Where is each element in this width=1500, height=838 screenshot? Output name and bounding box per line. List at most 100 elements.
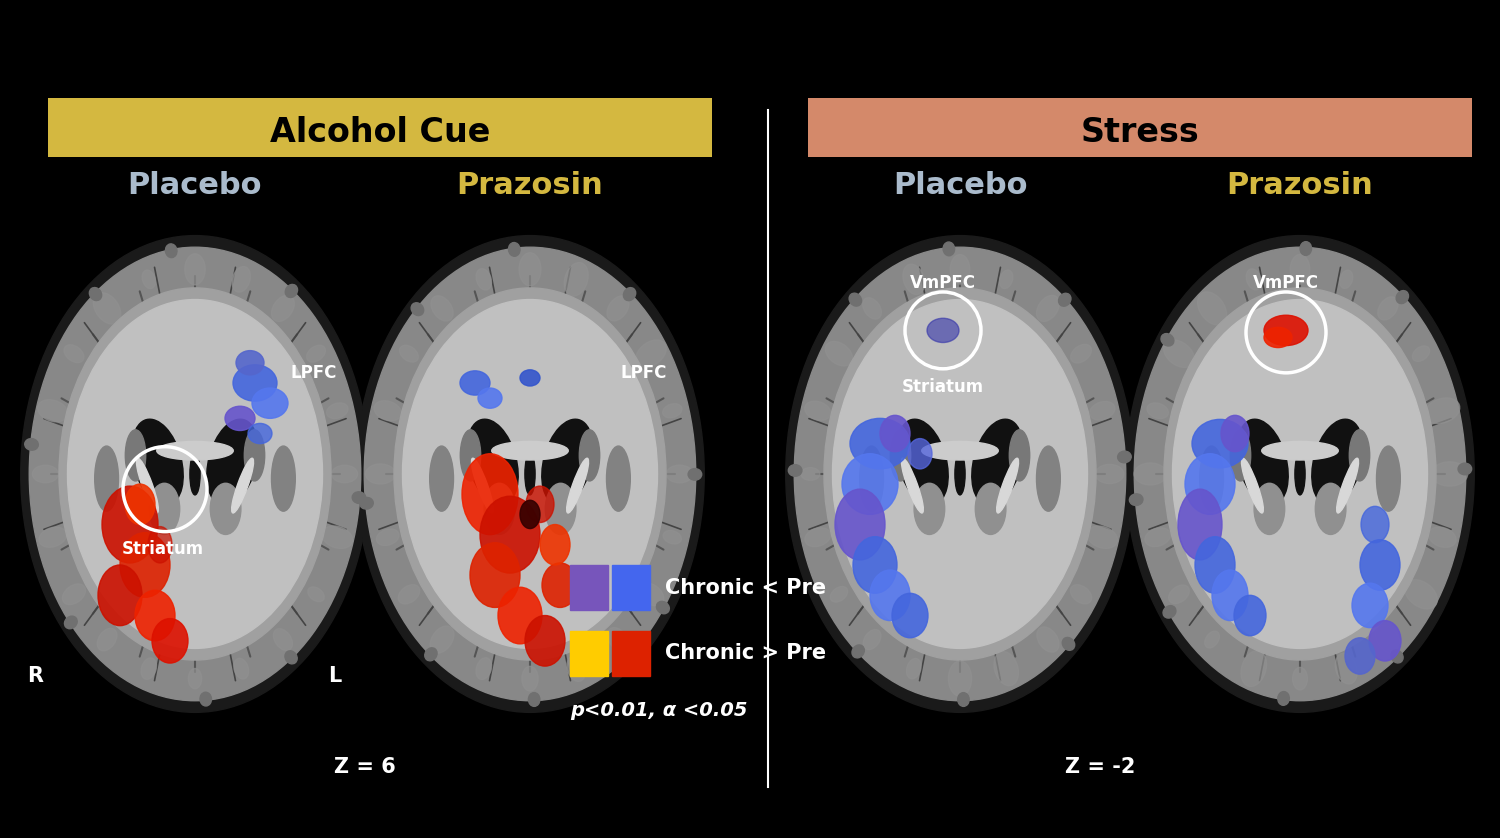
Ellipse shape xyxy=(63,294,327,654)
Ellipse shape xyxy=(1336,458,1359,513)
Ellipse shape xyxy=(30,247,360,701)
Ellipse shape xyxy=(1294,453,1305,495)
Ellipse shape xyxy=(1204,631,1219,648)
Ellipse shape xyxy=(951,255,969,284)
Ellipse shape xyxy=(1161,334,1174,346)
Ellipse shape xyxy=(460,371,490,395)
Ellipse shape xyxy=(801,468,820,480)
Ellipse shape xyxy=(1242,458,1263,513)
Ellipse shape xyxy=(1360,506,1389,543)
Ellipse shape xyxy=(184,254,206,285)
Ellipse shape xyxy=(608,296,628,321)
Ellipse shape xyxy=(880,416,910,452)
Ellipse shape xyxy=(1197,292,1227,325)
Ellipse shape xyxy=(688,468,702,480)
Ellipse shape xyxy=(1238,419,1288,505)
Ellipse shape xyxy=(1173,299,1428,649)
Ellipse shape xyxy=(1278,691,1290,706)
Ellipse shape xyxy=(859,446,883,511)
Ellipse shape xyxy=(972,419,1023,505)
Ellipse shape xyxy=(124,484,154,525)
Ellipse shape xyxy=(285,284,297,297)
Ellipse shape xyxy=(852,645,864,658)
Ellipse shape xyxy=(999,270,1012,288)
Ellipse shape xyxy=(804,401,831,421)
Text: Placebo: Placebo xyxy=(892,171,1028,200)
Ellipse shape xyxy=(38,400,68,422)
Ellipse shape xyxy=(200,692,211,706)
Ellipse shape xyxy=(1164,288,1436,660)
Ellipse shape xyxy=(526,486,554,523)
Ellipse shape xyxy=(272,446,296,511)
Ellipse shape xyxy=(1148,403,1168,418)
Ellipse shape xyxy=(567,656,585,681)
Ellipse shape xyxy=(1340,270,1353,288)
Ellipse shape xyxy=(1300,241,1311,256)
Ellipse shape xyxy=(460,430,480,481)
Ellipse shape xyxy=(398,585,420,604)
Ellipse shape xyxy=(1059,293,1071,306)
Ellipse shape xyxy=(1360,540,1400,590)
Text: Prazosin: Prazosin xyxy=(456,171,603,200)
Ellipse shape xyxy=(927,318,958,343)
Ellipse shape xyxy=(1164,340,1194,368)
Ellipse shape xyxy=(1185,453,1234,515)
Ellipse shape xyxy=(1312,419,1364,505)
Ellipse shape xyxy=(824,288,1096,660)
Ellipse shape xyxy=(870,570,910,621)
Ellipse shape xyxy=(663,530,681,544)
Ellipse shape xyxy=(828,294,1092,654)
Ellipse shape xyxy=(1264,328,1292,348)
Ellipse shape xyxy=(1316,484,1346,535)
Ellipse shape xyxy=(624,287,636,301)
Ellipse shape xyxy=(1144,528,1170,546)
Text: Chronic > Pre: Chronic > Pre xyxy=(664,644,826,664)
Ellipse shape xyxy=(1071,585,1092,604)
Text: VmPFC: VmPFC xyxy=(1252,274,1318,292)
Ellipse shape xyxy=(994,651,1018,685)
Ellipse shape xyxy=(231,458,254,513)
Text: R: R xyxy=(27,666,44,686)
Ellipse shape xyxy=(1062,638,1074,650)
Ellipse shape xyxy=(492,442,568,460)
Ellipse shape xyxy=(509,242,520,256)
Ellipse shape xyxy=(564,262,588,296)
Ellipse shape xyxy=(1428,527,1456,547)
Ellipse shape xyxy=(1134,463,1167,485)
Text: Placebo: Placebo xyxy=(128,171,262,200)
Ellipse shape xyxy=(525,453,536,495)
Ellipse shape xyxy=(98,628,117,651)
Ellipse shape xyxy=(1346,638,1376,675)
Text: LPFC: LPFC xyxy=(620,364,666,382)
Ellipse shape xyxy=(1036,295,1059,322)
Ellipse shape xyxy=(1036,446,1060,511)
Ellipse shape xyxy=(234,659,249,679)
Ellipse shape xyxy=(1431,462,1467,486)
Ellipse shape xyxy=(606,446,630,511)
Ellipse shape xyxy=(308,587,324,602)
Ellipse shape xyxy=(63,584,86,604)
Ellipse shape xyxy=(1036,627,1059,652)
Ellipse shape xyxy=(891,430,910,481)
Ellipse shape xyxy=(1196,536,1234,593)
Ellipse shape xyxy=(430,296,453,321)
Ellipse shape xyxy=(366,464,396,484)
Bar xyxy=(570,565,608,610)
Ellipse shape xyxy=(1230,430,1251,481)
Ellipse shape xyxy=(1378,297,1398,320)
Ellipse shape xyxy=(399,345,418,362)
Ellipse shape xyxy=(64,616,76,628)
Ellipse shape xyxy=(190,453,200,495)
Ellipse shape xyxy=(1293,667,1308,690)
Ellipse shape xyxy=(356,235,705,712)
Ellipse shape xyxy=(540,525,570,565)
Ellipse shape xyxy=(567,458,588,513)
Ellipse shape xyxy=(478,388,502,408)
Ellipse shape xyxy=(135,590,176,641)
Ellipse shape xyxy=(1192,419,1248,468)
Ellipse shape xyxy=(542,419,592,505)
Ellipse shape xyxy=(1376,625,1401,654)
Ellipse shape xyxy=(327,403,348,418)
Ellipse shape xyxy=(948,661,972,696)
Ellipse shape xyxy=(522,666,538,691)
